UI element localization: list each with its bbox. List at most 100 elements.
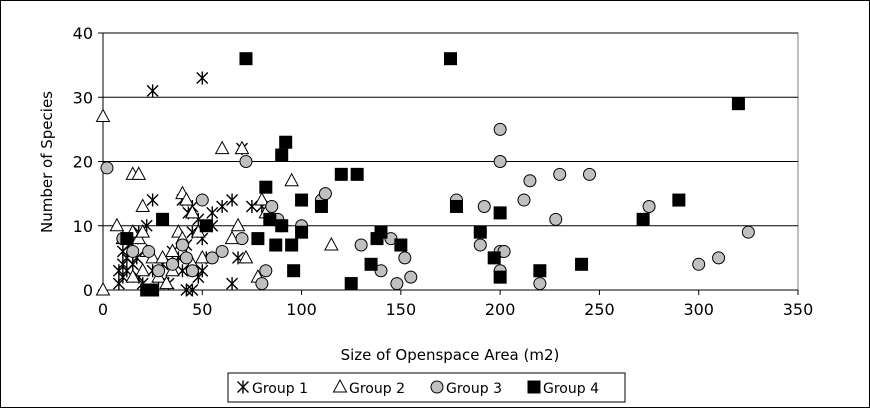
point-group4-7: [259, 180, 273, 194]
y-axis-title: Number of Species: [38, 91, 56, 233]
point-group4-27: [473, 225, 487, 239]
point-group4-31: [533, 264, 547, 278]
point-group3-41: [692, 257, 706, 271]
point-group3-25: [404, 270, 418, 284]
point-group3-43: [741, 225, 755, 239]
x-tick-label-0: 0: [98, 300, 108, 319]
legend-label-group4: Group 4: [543, 381, 599, 397]
point-group2-9: [135, 224, 151, 238]
point-group3-20: [318, 187, 332, 201]
series-group-4: [120, 52, 745, 297]
point-group4-0: [120, 232, 134, 246]
point-group4-10: [275, 148, 289, 162]
point-group2-30: [254, 192, 270, 206]
point-group1-38: [180, 283, 193, 297]
point-group4-35: [731, 97, 745, 111]
point-group4-34: [672, 193, 686, 207]
point-group4-18: [334, 167, 348, 181]
x-tick-label-50: 50: [192, 300, 212, 319]
point-group4-11: [279, 135, 293, 149]
point-group4-12: [275, 219, 289, 233]
point-group4-21: [364, 257, 378, 271]
point-group2-26: [224, 230, 240, 245]
point-group4-16: [295, 225, 309, 239]
point-group3-2: [126, 244, 140, 258]
legend-marker-group2: [332, 378, 348, 393]
point-group3-44: [166, 257, 179, 271]
point-group2-14: [159, 275, 174, 290]
point-group1-1: [196, 71, 209, 85]
point-group1-39: [196, 264, 209, 278]
point-group2-25: [234, 140, 250, 155]
point-group3-40: [642, 199, 656, 213]
point-group4-2: [146, 283, 160, 297]
point-group3-38: [553, 167, 567, 181]
point-group2-0: [95, 108, 111, 123]
y-tick-labels: 0 10 20 30 40: [73, 24, 93, 300]
y-tick-label-30: 30: [73, 88, 93, 107]
point-group3-45: [215, 244, 229, 258]
point-group4-26: [449, 199, 463, 213]
point-group1-42: [245, 199, 258, 213]
point-group4-3: [156, 212, 170, 226]
point-group4-6: [251, 232, 265, 246]
point-group3-8: [185, 264, 199, 278]
x-tick-label-250: 250: [584, 300, 615, 319]
point-group2-35: [135, 262, 151, 277]
point-group4-5: [239, 52, 253, 66]
y-tick-label-40: 40: [73, 24, 93, 43]
point-group4-14: [287, 264, 301, 278]
point-group3-10: [205, 251, 219, 265]
legend-marker-group1: [237, 380, 249, 394]
point-group2-33: [324, 236, 339, 251]
x-tick-labels: 0 50 100 150 200 250 300 350: [98, 300, 813, 319]
point-group3-35: [523, 174, 537, 188]
x-tick-label-200: 200: [485, 300, 516, 319]
point-group3-39: [583, 167, 596, 181]
point-group2-18: [179, 192, 194, 206]
point-group4-25: [444, 52, 457, 66]
legend-label-group2: Group 2: [349, 381, 405, 397]
point-group4-8: [263, 212, 277, 226]
legend: Group 1 Group 2 Group 3 Group 4: [227, 372, 626, 403]
point-group2-21: [194, 249, 210, 264]
point-group1-10: [146, 193, 159, 207]
y-tick-label-0: 0: [83, 281, 93, 300]
point-group3-0: [100, 161, 114, 175]
point-group2-8: [135, 198, 151, 212]
legend-box: [227, 372, 626, 403]
point-group2-2: [109, 217, 125, 232]
x-tick-label-150: 150: [386, 300, 417, 319]
point-group3-30: [493, 155, 507, 168]
point-group3-6: [175, 238, 189, 252]
point-group1-5: [206, 206, 219, 220]
point-group2-28: [238, 249, 254, 264]
x-axis-title: Size of Openspace Area (m2): [341, 346, 560, 364]
point-group2-27: [230, 217, 246, 232]
point-group4-23: [374, 225, 388, 239]
point-group3-36: [533, 277, 547, 291]
legend-label-group1: Group 1: [252, 381, 308, 397]
point-group4-20: [350, 167, 364, 181]
point-group4-32: [575, 257, 589, 271]
x-tick-label-350: 350: [783, 300, 814, 319]
legend-label-group3: Group 3: [446, 381, 502, 397]
point-group3-24: [398, 251, 412, 265]
gridlines: [103, 32, 798, 227]
point-group3-13: [255, 277, 269, 291]
point-group4-19: [344, 277, 358, 291]
point-group1-0: [146, 84, 159, 98]
point-group2-1: [95, 281, 111, 296]
point-group2-32: [284, 172, 299, 187]
point-group3-3: [142, 244, 156, 258]
point-group4-9: [269, 238, 283, 252]
point-group1-4: [216, 199, 229, 213]
point-group3-11: [235, 232, 249, 246]
point-group4-15: [295, 193, 309, 207]
point-group3-5: [152, 264, 166, 278]
point-group2-5: [131, 166, 147, 180]
point-group4-17: [314, 199, 328, 213]
point-group3-15: [265, 199, 279, 213]
point-group2-19: [185, 204, 200, 219]
